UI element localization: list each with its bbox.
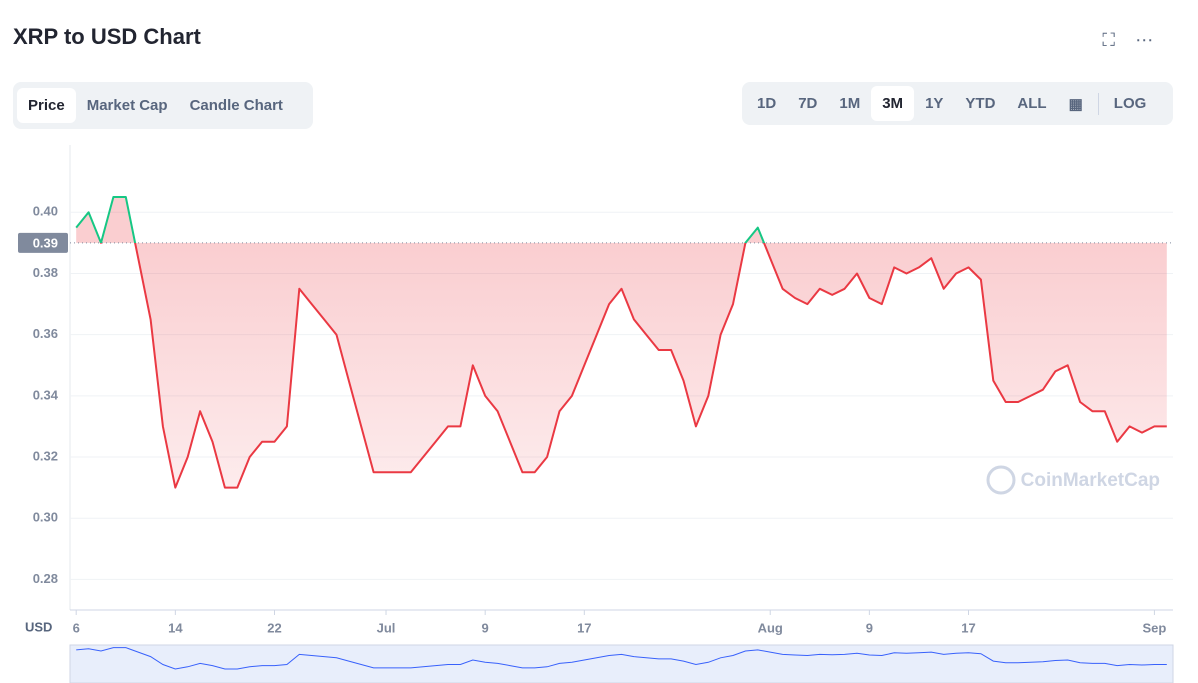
watermark: CoinMarketCap — [1021, 470, 1160, 491]
range-button[interactable]: 1M — [839, 95, 861, 112]
y-tick-label: 0.30 — [33, 510, 58, 525]
y-axis-label: USD — [25, 619, 52, 634]
navigator-line — [76, 647, 1167, 670]
x-tick-label: Aug — [758, 620, 783, 635]
tab[interactable]: Market Cap — [86, 97, 168, 114]
y-tick-label: 0.32 — [33, 448, 58, 463]
tab[interactable]: Candle Chart — [189, 97, 283, 114]
range-button[interactable]: ALL — [1017, 95, 1047, 112]
log-button[interactable]: LOG — [1113, 95, 1147, 112]
price-area — [76, 197, 1167, 488]
range-button[interactable]: YTD — [965, 95, 996, 112]
y-tick-label: 0.28 — [33, 571, 58, 586]
y-tick-label: 0.38 — [33, 265, 58, 280]
range-group: 1D 7D 1M 3M 1Y YTD ALL ▦ LOG — [742, 82, 1173, 125]
baseline-label: 0.39 — [33, 235, 58, 250]
range-button[interactable]: 1Y — [925, 95, 944, 112]
range-button[interactable]: 1D — [757, 95, 777, 112]
range-button[interactable]: 3M — [871, 86, 915, 121]
price-line — [75, 196, 1167, 489]
x-tick-label: 22 — [267, 620, 281, 635]
y-tick-label: 0.40 — [33, 204, 58, 219]
x-tick-label: 14 — [168, 620, 183, 635]
baseline-label-box — [18, 232, 68, 253]
y-tick-label: 0.36 — [33, 326, 58, 341]
chart-title: XRP to USD Chart — [13, 24, 201, 49]
separator — [1097, 92, 1099, 115]
navigator — [69, 644, 1174, 683]
tab-group: Price Market Cap Candle Chart — [13, 82, 313, 129]
x-tick-label: Sep — [1142, 620, 1166, 635]
watermark-logo — [986, 465, 1016, 495]
x-tick-label: 9 — [482, 620, 489, 635]
tab[interactable]: Price — [17, 88, 76, 123]
x-tick-label: 9 — [866, 620, 873, 635]
y-tick-label: 0.34 — [33, 387, 59, 402]
toolbar-icons[interactable]: ⛶ ⋯ — [1102, 30, 1153, 50]
x-tick-label: Jul — [377, 620, 396, 635]
calendar-icon[interactable]: ▦ — [1068, 95, 1083, 113]
x-tick-label: 17 — [577, 620, 591, 635]
range-button[interactable]: 7D — [798, 95, 818, 112]
x-tick-label: 6 — [73, 620, 80, 635]
x-tick-label: 17 — [961, 620, 975, 635]
